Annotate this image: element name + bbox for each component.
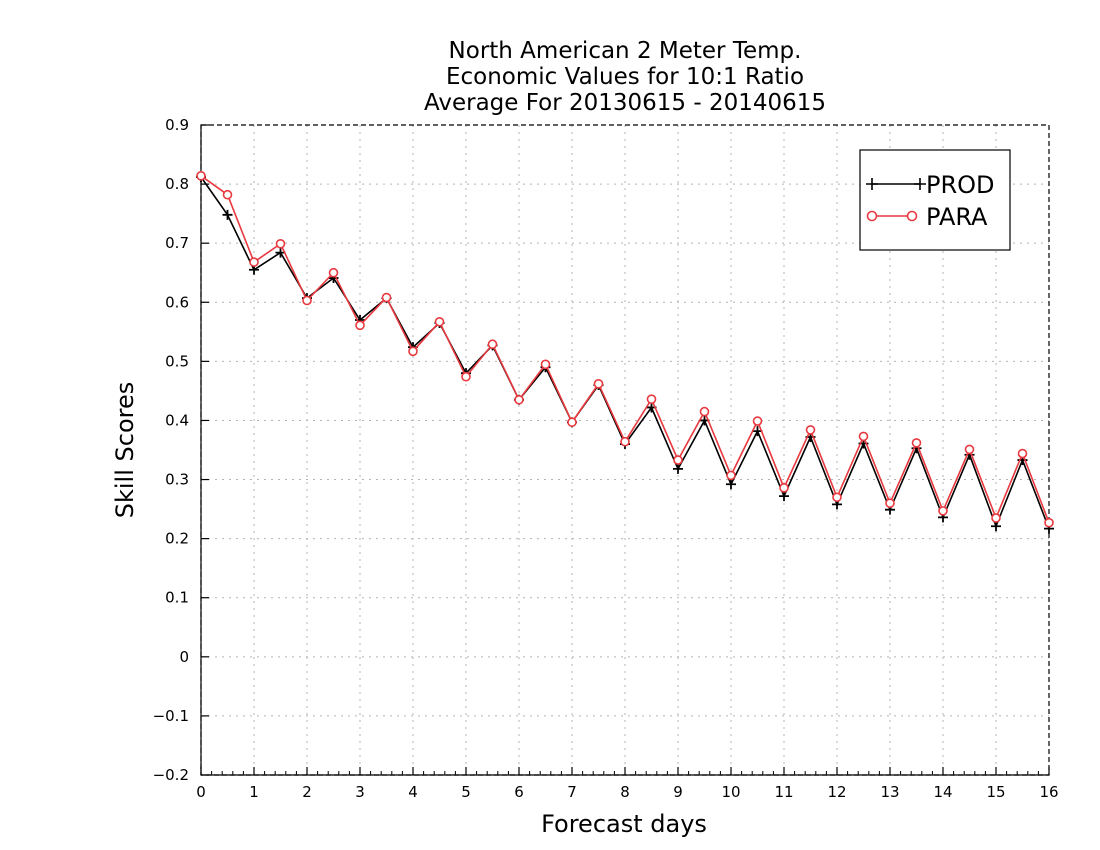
legend-para-label: PARA — [926, 203, 988, 231]
data-point-para — [408, 346, 418, 357]
title-line-3: Average For 20130615 - 20140615 — [424, 90, 826, 116]
data-point-para — [991, 513, 1001, 523]
y-axis-label: Skill Scores — [111, 382, 139, 519]
x-tick-label: 8 — [620, 783, 630, 801]
data-point-para — [885, 498, 895, 508]
data-point-para — [249, 257, 259, 267]
data-point-para — [938, 506, 948, 516]
data-point-prod — [726, 479, 736, 490]
data-point-para — [911, 438, 922, 448]
y-tick-label: 0.8 — [165, 175, 189, 193]
data-point-para — [275, 238, 286, 249]
x-tick-label: 7 — [567, 783, 577, 801]
data-point-para — [805, 425, 816, 435]
data-point-para — [222, 189, 233, 200]
x-tick-label: 15 — [986, 783, 1005, 801]
data-point-para — [1017, 448, 1028, 459]
data-point-para — [779, 483, 789, 493]
x-tick-label: 1 — [249, 783, 259, 801]
x-tick-label: 6 — [514, 783, 524, 801]
data-point-para — [328, 267, 339, 278]
x-tick-label: 3 — [355, 783, 365, 801]
data-point-prod — [673, 463, 683, 474]
x-tick-label: 16 — [1039, 783, 1058, 801]
y-tick-label: −0.1 — [153, 707, 189, 725]
data-point-para — [514, 394, 524, 405]
data-point-para — [196, 171, 206, 181]
y-tick-label: −0.2 — [153, 766, 189, 784]
y-tick-label: 0.1 — [165, 589, 189, 607]
data-point-para — [620, 436, 630, 447]
x-tick-label: 10 — [721, 783, 740, 801]
title-line-2: Economic Values for 10:1 Ratio — [446, 64, 804, 90]
chart-title: North American 2 Meter Temp. Economic Va… — [424, 38, 826, 116]
data-point-para — [673, 455, 683, 465]
grid — [201, 125, 1049, 775]
y-tick-label: 0 — [179, 648, 189, 666]
legend-box — [859, 149, 1011, 251]
legend-item-prod: PROD — [866, 171, 995, 199]
legend: PROD PARA — [859, 149, 1011, 251]
data-point-prod — [991, 521, 1001, 532]
series-layer — [196, 171, 1054, 534]
data-point-para — [699, 406, 710, 417]
y-tick-label: 0.5 — [165, 352, 189, 370]
data-point-para — [381, 292, 392, 303]
x-tick-label: 4 — [408, 783, 418, 801]
data-point-prod — [779, 491, 789, 502]
data-point-para — [461, 371, 471, 382]
x-tick-label: 14 — [933, 783, 952, 801]
x-tick-label: 11 — [774, 783, 793, 801]
data-point-para — [355, 320, 365, 331]
legend-prod-label: PROD — [926, 171, 995, 199]
x-tick-label: 2 — [302, 783, 312, 801]
legend-item-para: PARA — [866, 203, 988, 231]
y-tick-label: 0.4 — [165, 411, 189, 429]
data-point-para — [487, 339, 498, 350]
legend-prod-marker — [866, 178, 926, 190]
data-point-para — [302, 295, 312, 306]
legend-para-marker-left — [866, 210, 878, 222]
data-point-para — [964, 444, 975, 455]
data-point-para — [567, 417, 577, 428]
data-point-para — [434, 316, 445, 327]
legend-para-marker-right — [906, 210, 918, 222]
data-point-para — [752, 416, 763, 426]
y-tick-label: 0.7 — [165, 234, 189, 252]
data-point-para — [646, 394, 657, 404]
data-point-para — [858, 431, 869, 442]
data-point-para — [540, 359, 551, 370]
x-tick-label: 5 — [461, 783, 471, 801]
y-tick-label: 0.9 — [165, 116, 189, 134]
x-axis-label: Forecast days — [541, 810, 707, 838]
data-point-para — [832, 492, 842, 503]
y-tick-label: 0.2 — [165, 530, 189, 548]
axes: −0.2−0.100.10.20.30.40.50.60.70.80.90 1 2 3… — [153, 116, 1059, 801]
x-tick-label: 12 — [827, 783, 846, 801]
y-tick-label: 0.3 — [165, 471, 189, 489]
data-point-para — [726, 470, 736, 481]
x-tick-label: 0 — [196, 783, 206, 801]
data-point-para — [1044, 517, 1054, 528]
x-tick-label: 13 — [880, 783, 899, 801]
x-tick-label: 9 — [673, 783, 683, 801]
title-line-1: North American 2 Meter Temp. — [449, 38, 802, 64]
data-point-para — [593, 379, 604, 389]
data-point-prod — [222, 209, 233, 220]
y-tick-label: 0.6 — [165, 293, 189, 311]
